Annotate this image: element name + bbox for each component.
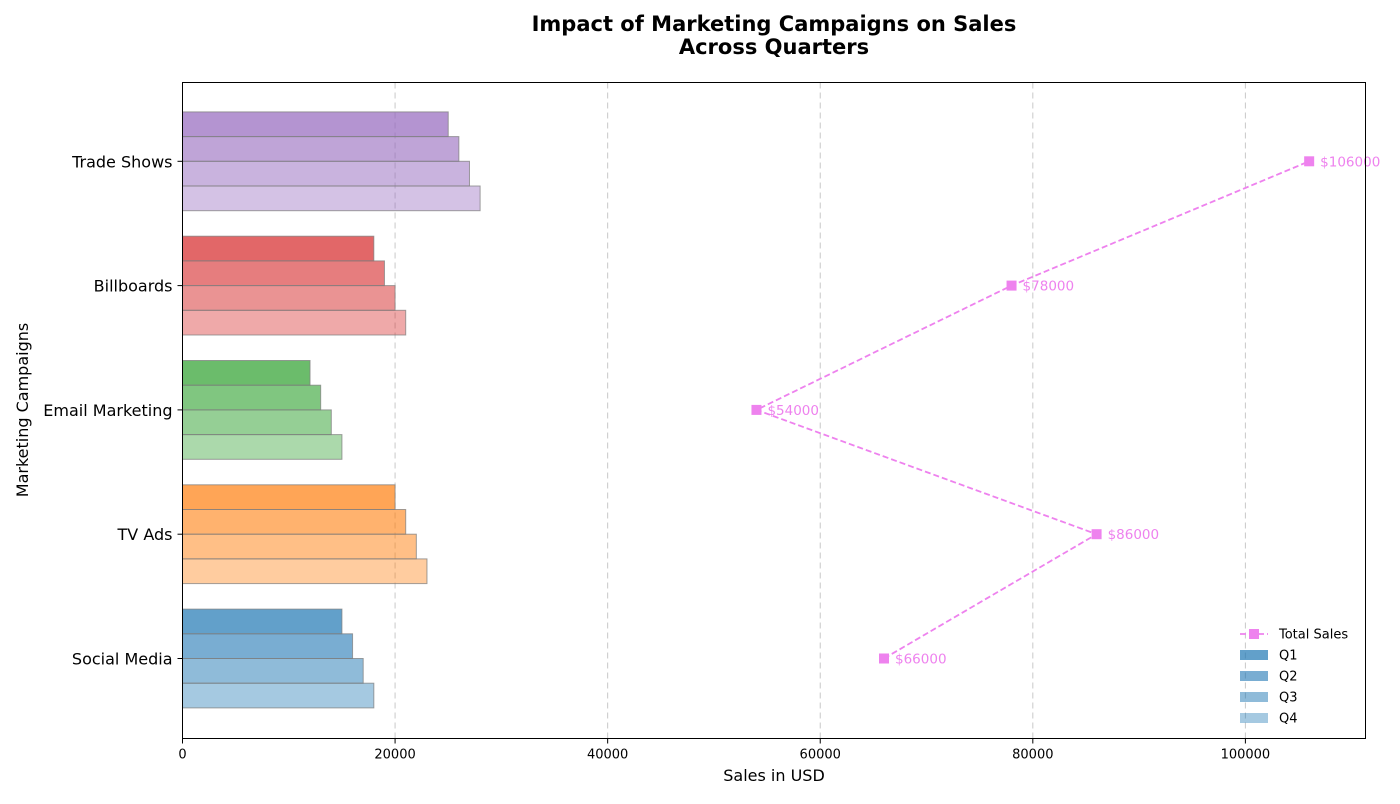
legend-label: Total Sales xyxy=(1278,628,1348,643)
legend: Total Sales Q1 Q2 Q3 Q4 xyxy=(1240,628,1348,727)
bar-q2-trade-shows xyxy=(182,136,460,162)
total-sales-data-label: $54000 xyxy=(767,403,819,419)
legend-swatch xyxy=(1240,671,1268,681)
bar-q4-social-media xyxy=(182,682,375,709)
x-tick-label: 40000 xyxy=(587,748,628,763)
legend-swatch xyxy=(1240,650,1268,660)
bar-q4-trade-shows xyxy=(182,185,481,212)
bar-q3-email-marketing xyxy=(182,409,332,436)
x-tick-label: 100000 xyxy=(1221,748,1271,763)
total-sales-data-label: $78000 xyxy=(1023,279,1075,295)
bar-q4-billboards xyxy=(182,309,407,336)
total-sales-marker xyxy=(1091,529,1102,540)
chart-subtitle: Across Quarters xyxy=(679,35,869,59)
x-tick-label: 60000 xyxy=(800,748,841,763)
chart-title: Impact of Marketing Campaigns on Sales xyxy=(532,12,1017,36)
bar-q2-email-marketing xyxy=(182,384,322,411)
total-sales-data-label: $66000 xyxy=(895,652,947,668)
x-tick-label: 0 xyxy=(178,748,186,763)
total-sales-data-label: $106000 xyxy=(1320,154,1380,170)
legend-label: Q2 xyxy=(1279,670,1298,685)
bar-q3-tv-ads xyxy=(182,533,417,560)
bar-q3-social-media xyxy=(182,658,364,684)
y-tick-label: Social Media xyxy=(72,650,173,669)
total-sales-marker xyxy=(1304,156,1315,167)
bar-q2-tv-ads xyxy=(182,509,407,535)
x-tick-label: 20000 xyxy=(374,748,415,763)
y-axis-label: Marketing Campaigns xyxy=(13,323,32,497)
y-axis-ticks: Social Media TV Ads Email Marketing Billboa… xyxy=(43,152,183,669)
bar-q1-email-marketing xyxy=(182,360,311,386)
legend-marker-swatch xyxy=(1249,629,1259,639)
bar-q2-social-media xyxy=(182,633,354,659)
total-sales-marker xyxy=(879,653,890,664)
total-sales-marker xyxy=(1006,280,1017,291)
bar-q2-billboards xyxy=(182,260,385,287)
y-tick-label: Trade Shows xyxy=(71,152,172,171)
legend-swatch xyxy=(1240,713,1268,723)
legend-swatch xyxy=(1240,692,1268,702)
y-tick-label: TV Ads xyxy=(117,525,173,544)
bar-q1-social-media xyxy=(182,608,343,635)
legend-label: Q1 xyxy=(1279,649,1298,664)
bar-q4-tv-ads xyxy=(182,558,428,585)
x-tick-label: 80000 xyxy=(1012,748,1053,763)
y-tick-label: Billboards xyxy=(94,277,173,296)
x-axis-ticks: 0 20000 40000 60000 80000 100000 xyxy=(178,738,1271,763)
bar-q3-trade-shows xyxy=(182,160,470,187)
x-axis-label: Sales in USD xyxy=(723,766,825,785)
total-sales-marker xyxy=(751,404,762,415)
bar-q1-billboards xyxy=(182,235,375,262)
plot-frame xyxy=(182,82,1366,739)
total-sales-data-label: $86000 xyxy=(1108,527,1160,543)
legend-label: Q4 xyxy=(1279,712,1298,727)
grid-lines xyxy=(394,82,1246,739)
bar-q4-email-marketing xyxy=(182,434,343,460)
bar-q1-trade-shows xyxy=(182,111,449,138)
legend-label: Q3 xyxy=(1279,691,1298,706)
total-sales-line-group: $66000 $86000 $54000 $78000 $106000 xyxy=(751,154,1380,668)
y-tick-label: Email Marketing xyxy=(43,401,172,420)
bar-q3-billboards xyxy=(182,285,396,311)
bar-q1-tv-ads xyxy=(182,484,396,510)
bars-group xyxy=(182,111,481,709)
